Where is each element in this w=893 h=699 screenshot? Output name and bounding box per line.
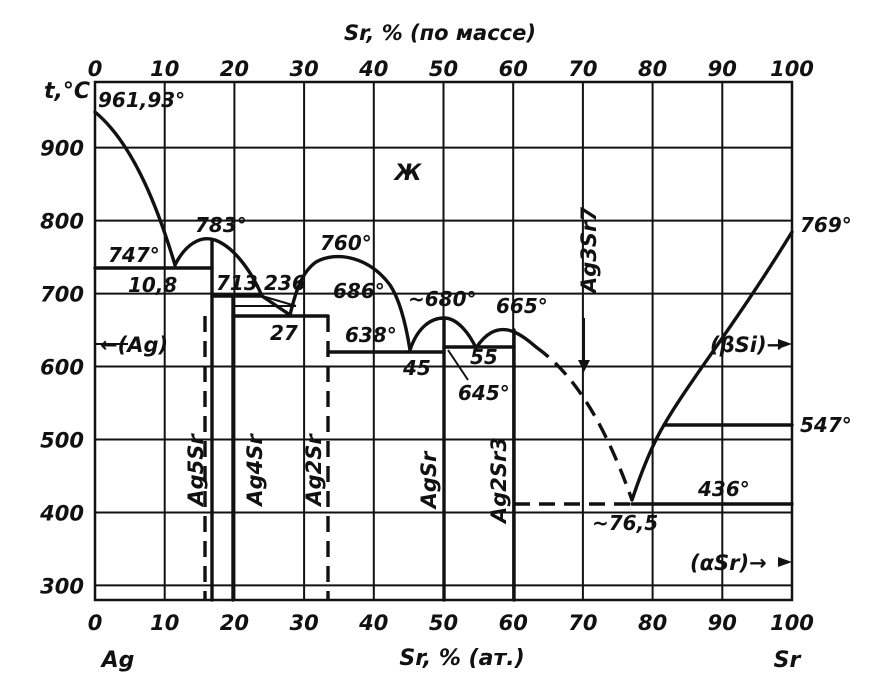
- label-686: 686°: [333, 279, 385, 303]
- label-27: 27: [270, 321, 298, 345]
- y-axis-title: t,°C: [44, 79, 90, 104]
- y-axis-tick-label: 500: [40, 428, 84, 452]
- label-747: 747°: [108, 243, 160, 267]
- ag3sr7-label: Ag3Sr7: [577, 207, 601, 295]
- bottom-axis-tick-label: 0: [88, 611, 103, 635]
- label-638: 638°: [345, 323, 397, 347]
- y-axis-tick-label: 600: [40, 356, 84, 380]
- invariant-lines: [93, 266, 794, 506]
- top-axis-tick-label: 50: [429, 57, 458, 81]
- top-axis-title: Sr, % (по массе): [344, 21, 536, 45]
- label-547: 547°: [800, 413, 852, 437]
- ag-phase-label: ←(Ag): [100, 333, 168, 357]
- ag4sr-label: Ag4Sr: [243, 433, 267, 508]
- sr-end-label: Sr: [774, 648, 802, 673]
- label-769: 769°: [800, 213, 852, 237]
- liquidus-ag2sr-dome: [288, 254, 412, 352]
- beta-sr-label: (βSi)→: [710, 333, 784, 357]
- label-680: ~680°: [408, 287, 477, 311]
- top-axis-tick-label: 20: [220, 57, 249, 81]
- liquidus-ag-side: [93, 110, 177, 267]
- alpha-sr-arrowhead: [778, 557, 792, 567]
- line-to-645: [447, 349, 469, 381]
- label-10-8: 10,8: [128, 273, 177, 297]
- top-axis-tick-label: 100: [770, 57, 814, 81]
- y-axis-ticks: 900 800 700 600 500 400 300: [39, 137, 84, 599]
- bottom-axis-tick-label: 30: [289, 611, 318, 635]
- bottom-axis-tick-label: 60: [499, 611, 528, 635]
- liquidus-sr-side: [630, 230, 794, 502]
- bottom-axis-tick-label: 50: [429, 611, 458, 635]
- bottom-axis-tick-label: 10: [150, 611, 179, 635]
- ag2sr3-label: Ag2Sr3: [487, 437, 511, 525]
- y-axis-tick-label: 800: [40, 210, 84, 234]
- ag3sr7-arrowhead: [578, 360, 590, 372]
- beta-sr-arrowhead: [778, 339, 792, 349]
- label-645: 645°: [458, 381, 510, 405]
- alpha-sr-label: (αSr)→: [690, 551, 767, 575]
- ag-end-label: Ag: [100, 648, 135, 673]
- compound-lines: [203, 238, 516, 602]
- bottom-axis-tick-label: 80: [638, 611, 667, 635]
- top-axis-ticks: 0 10 20 30 40 50 60 70 80 90 100: [88, 57, 814, 81]
- top-axis-tick-label: 70: [568, 57, 597, 81]
- y-axis-tick-label: 900: [40, 137, 84, 161]
- top-axis-tick-label: 80: [638, 57, 667, 81]
- liquidus-ag5sr-dome: [173, 237, 264, 298]
- ag5sr-label: Ag5Sr: [184, 433, 208, 508]
- y-axis-tick-label: 400: [39, 501, 84, 525]
- label-55: 55: [470, 345, 498, 369]
- top-axis-tick-label: 30: [289, 57, 318, 81]
- liquidus-ag2sr3-dome: [474, 327, 538, 350]
- y-axis-tick-label: 700: [40, 283, 84, 307]
- top-axis-tick-label: 60: [499, 57, 528, 81]
- bottom-axis-tick-label: 20: [220, 611, 249, 635]
- liquidus-near-236: [261, 295, 297, 307]
- label-76-5: ~76,5: [592, 511, 658, 535]
- bottom-axis-tick-label: 70: [568, 611, 597, 635]
- bottom-axis-tick-label: 90: [708, 611, 737, 635]
- top-axis-tick-label: 40: [358, 57, 388, 81]
- bottom-axis-tick-label: 40: [358, 611, 388, 635]
- arrows: [578, 318, 792, 567]
- label-45: 45: [402, 356, 431, 380]
- bottom-axis-title: Sr, % (ат.): [399, 646, 524, 671]
- top-axis-tick-label: 10: [150, 57, 179, 81]
- label-436: 436°: [697, 477, 750, 501]
- label-713: 713: [216, 271, 258, 295]
- label-236: 236: [264, 271, 306, 295]
- bottom-axis-tick-label: 100: [770, 611, 814, 635]
- y-axis-tick-label: 300: [40, 574, 84, 598]
- top-axis-tick-label: 90: [708, 57, 737, 81]
- bottom-axis-ticks: 0 10 20 30 40 50 60 70 80 90 100: [88, 611, 814, 635]
- label-961: 961,93°: [98, 88, 185, 112]
- annotations: 961,93° 783° 747° 10,8 713 236 760° 686°…: [98, 88, 852, 535]
- label-760: 760°: [320, 231, 372, 255]
- label-665: 665°: [496, 294, 548, 318]
- liquid-label: Ж: [393, 161, 423, 186]
- liquidus-dashed-to-eutectic: [535, 345, 634, 501]
- top-axis-tick-label: 0: [88, 57, 103, 81]
- ag2sr-label: Ag2Sr: [302, 433, 326, 508]
- agsr-label: AgSr: [417, 450, 441, 510]
- label-783: 783°: [195, 213, 247, 237]
